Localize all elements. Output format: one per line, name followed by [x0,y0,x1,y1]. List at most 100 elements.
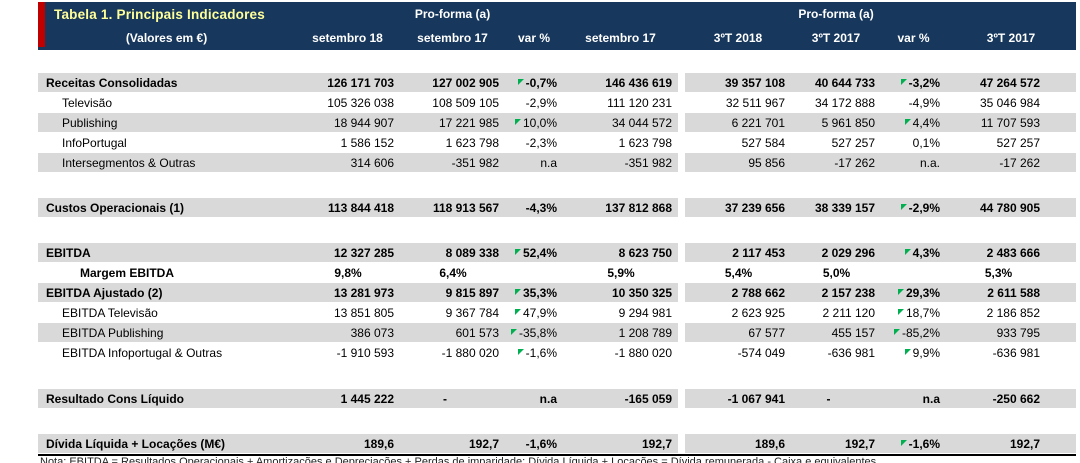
value-cell: 192,7 [563,433,679,454]
value-cell: 0,1% [912,135,941,150]
value-cell: 6,4% [439,265,467,280]
value-cell: 37 239 656 [685,197,792,218]
value-cell: 5,9% [607,265,635,280]
value-cell: 47,9% [505,303,563,323]
value-cell: -1,6% [505,343,563,363]
column-gap [678,302,686,323]
value-cell: -1 880 020 [614,345,673,360]
value-cell: 6 221 701 [685,112,792,133]
value-cell: -1 910 593 [336,345,395,360]
spacer-cell [38,362,1077,389]
value-cell: 2 211 120 [822,305,876,320]
table-row: EBITDA Infoportugal & Outras -1 910 593 -1… [38,342,1076,363]
column-gap [678,388,686,409]
value-cell: 105 326 038 [327,95,395,110]
value-cell: -1 067 941 [685,388,792,409]
excel-flag-icon [900,203,907,210]
table-row: Resultado Cons Líquido 1 445 222- n.a -165 … [38,388,1077,409]
column-gap [678,152,686,173]
value-cell: 9,8% [334,265,362,280]
column-gap [678,197,686,218]
row-label: Resultado Cons Líquido [38,388,295,409]
value-cell: 189,6 [685,433,792,454]
row-label: Televisão [62,95,113,110]
value-cell: 192,7 [946,433,1077,454]
table-body: Receitas Consolidadas 126 171 703 127 002 … [38,50,1077,454]
value-cell: 111 120 231 [607,95,673,110]
empty-header-cell [505,2,564,26]
value-cell: -1 880 020 [441,345,500,360]
value-cell: 34 172 888 [814,95,876,110]
value-cell: 13 281 973 [295,282,401,303]
column-gap [678,433,686,454]
value-cell: -636 981 [827,345,876,360]
value-cell: n.a [505,152,564,173]
value-cell: 1 623 798 [618,135,673,150]
value-cell: 1 208 789 [563,322,679,343]
value-cell: -2,3% [525,135,558,150]
value-cell: 8 089 338 [400,242,506,263]
value-cell: 108 509 105 [432,95,500,110]
table-row: Dívida Líquida + Locações (M€) 189,6 192,7… [38,433,1077,454]
excel-flag-icon [514,288,521,295]
value-cell: 67 577 [685,322,792,343]
value-cell: 40 644 733 [791,72,882,93]
column-gap [678,242,686,263]
excel-flag-icon [897,288,904,295]
value-cell: 189,6 [295,433,401,454]
row-label: Receitas Consolidadas [38,72,295,93]
spacer-row [38,172,1077,198]
column-header-setembro17-proforma: setembro 17 [563,26,679,50]
value-cell: 4,4% [881,112,947,133]
value-cell: 5,3% [984,265,1013,280]
value-cell: 2 029 296 [791,242,882,263]
spacer-row [38,50,1077,73]
red-accent-bar [38,2,45,47]
table-header: Tabela 1. Principais Indicadores Pro-for… [38,2,1077,50]
value-cell: 527 257 [996,135,1041,150]
table-row: Custos Operacionais (1) 113 844 418 118 91… [38,197,1077,218]
column-gap [678,342,686,362]
value-cell [505,263,563,283]
value-cell: n.a. [881,152,947,173]
header-row-columns: (Valores em €) setembro 18 setembro 17 v… [38,26,1077,50]
value-cell: 2 157 238 [791,282,882,303]
column-gap [678,322,686,343]
value-cell: -17 262 [946,152,1077,173]
excel-flag-icon [514,248,521,255]
value-cell: 5,4% [724,265,753,280]
value-cell: 18,7% [881,303,946,323]
value-cell: -3,2% [881,72,947,93]
value-cell: -165 059 [563,388,679,409]
column-header-3t2018: 3ºT 2018 [685,26,792,50]
value-cell: -1,6% [881,433,947,454]
value-cell: 10,0% [505,112,564,133]
excel-flag-icon [893,328,900,335]
table-row: Televisão 105 326 038 108 509 105 -2,9% 111 … [38,92,1076,113]
value-cell: -574 049 [737,345,786,360]
value-cell: 2 788 662 [685,282,792,303]
table-row: EBITDA Publishing 386 073 601 573 -35,8% 1 2… [38,322,1077,343]
value-cell: 4,3% [881,242,947,263]
value-cell: 2 611 588 [946,282,1077,303]
value-cell: 314 606 [295,152,401,173]
table-row: InfoPortugal 1 586 152 1 623 798 -2,3% 1 623… [38,132,1076,153]
value-cell: 137 812 868 [563,197,679,218]
column-header-3t2017-proforma: 3ºT 2017 [946,26,1077,50]
excel-flag-icon [900,78,907,85]
value-cell: 11 707 593 [946,112,1077,133]
proforma-label: Pro-forma (a) [791,2,882,26]
empty-header-cell [881,2,947,26]
value-cell: 8 623 750 [563,242,679,263]
column-gap [678,72,686,93]
value-cell: -351 982 [400,152,506,173]
column-header-3t2017: 3ºT 2017 [791,26,882,50]
value-cell: 118 913 567 [400,197,506,218]
empty-header-cell [563,2,679,26]
value-cell: 38 339 157 [791,197,882,218]
value-cell: 9 367 784 [445,305,500,320]
value-cell: 5,0% [822,265,851,280]
value-cell: 32 511 967 [725,95,786,110]
value-cell: 2 483 666 [946,242,1077,263]
row-label: EBITDA Infoportugal & Outras [62,345,223,360]
